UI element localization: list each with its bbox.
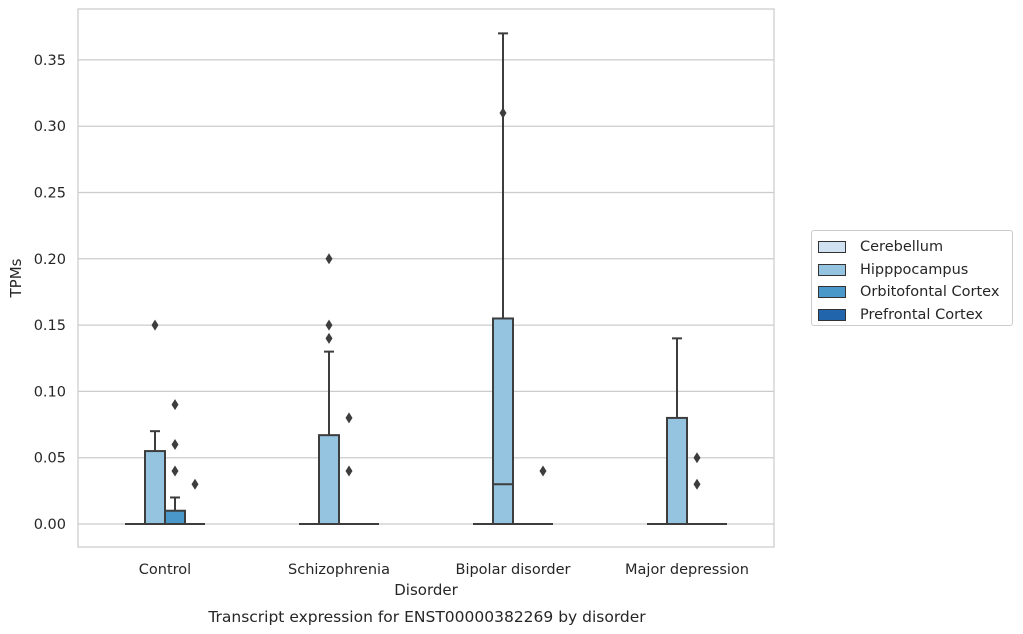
- legend-label: Prefrontal Cortex: [860, 306, 983, 323]
- y-tick-label: 0.05: [34, 451, 66, 467]
- y-axis-label: TPMs: [7, 258, 25, 298]
- legend-swatch: [818, 241, 846, 254]
- y-tick-labels: 0.00 0.05 0.10 0.15 0.20 0.25 0.30 0.35: [34, 53, 66, 533]
- legend-label: Cerebellum: [860, 239, 944, 256]
- outlier-point: [693, 452, 701, 464]
- legend-swatch: [818, 286, 846, 299]
- x-tick-label: Control: [139, 562, 191, 578]
- x-tick-label: Bipolar disorder: [456, 562, 571, 578]
- outlier-point: [325, 332, 333, 344]
- legend: Cerebellum Hipppocampus Orbitofontal Corte…: [811, 230, 1013, 326]
- box-orbitofontal-cortex: [164, 399, 186, 525]
- y-tick-label: 0.35: [34, 53, 66, 69]
- chart-caption: Transcript expression for ENST0000038226…: [207, 608, 646, 626]
- outlier-point: [325, 253, 333, 265]
- outlier-point: [171, 465, 179, 477]
- x-axis-label: Disorder: [394, 581, 458, 599]
- outlier-point: [539, 465, 547, 477]
- legend-label: Hipppocampus: [860, 261, 969, 278]
- box: [318, 434, 340, 525]
- box-orbitofontal-cortex: [687, 452, 707, 525]
- box-hipppocampus: [492, 32, 514, 525]
- outlier-point: [171, 399, 179, 411]
- outlier-point: [345, 465, 353, 477]
- x-tick-label: Major depression: [625, 562, 749, 578]
- box: [144, 450, 166, 526]
- box-hipppocampus: [318, 253, 340, 525]
- outlier-point: [325, 319, 333, 331]
- outlier-point: [171, 438, 179, 450]
- legend-item: Hipppocampus: [818, 259, 1012, 282]
- legend-swatch: [818, 308, 846, 321]
- legend-item: Cerebellum: [818, 236, 1012, 259]
- box-groups: [125, 32, 727, 526]
- x-tick-label: Schizophrenia: [288, 562, 390, 578]
- legend-item: Orbitofontal Cortex: [818, 281, 1012, 304]
- y-tick-label: 0.00: [34, 517, 66, 533]
- legend-item: Prefrontal Cortex: [818, 304, 1012, 327]
- box-hipppocampus: [144, 319, 166, 526]
- y-tick-label: 0.30: [34, 119, 66, 135]
- box-prefrontal-cortex: [533, 465, 553, 525]
- y-tick-label: 0.10: [34, 384, 66, 400]
- box-prefrontal-cortex: [185, 478, 205, 525]
- y-tick-label: 0.15: [34, 318, 66, 334]
- box: [164, 509, 186, 525]
- outlier-point: [151, 319, 159, 331]
- box: [492, 317, 514, 525]
- outlier-point: [191, 478, 199, 490]
- y-tick-label: 0.20: [34, 252, 66, 268]
- outlier-point: [693, 478, 701, 490]
- outlier-point: [345, 412, 353, 424]
- x-tick-labels: Control Schizophrenia Bipolar disorder Majo…: [139, 562, 749, 578]
- legend-label: Orbitofontal Cortex: [860, 284, 1000, 301]
- box-orbitofontal-cortex: [339, 412, 359, 525]
- y-tick-label: 0.25: [34, 186, 66, 202]
- box-hipppocampus: [666, 337, 688, 526]
- box: [666, 416, 688, 526]
- outlier-point: [499, 107, 507, 119]
- plot-frame: [77, 8, 775, 548]
- legend-swatch: [818, 263, 846, 276]
